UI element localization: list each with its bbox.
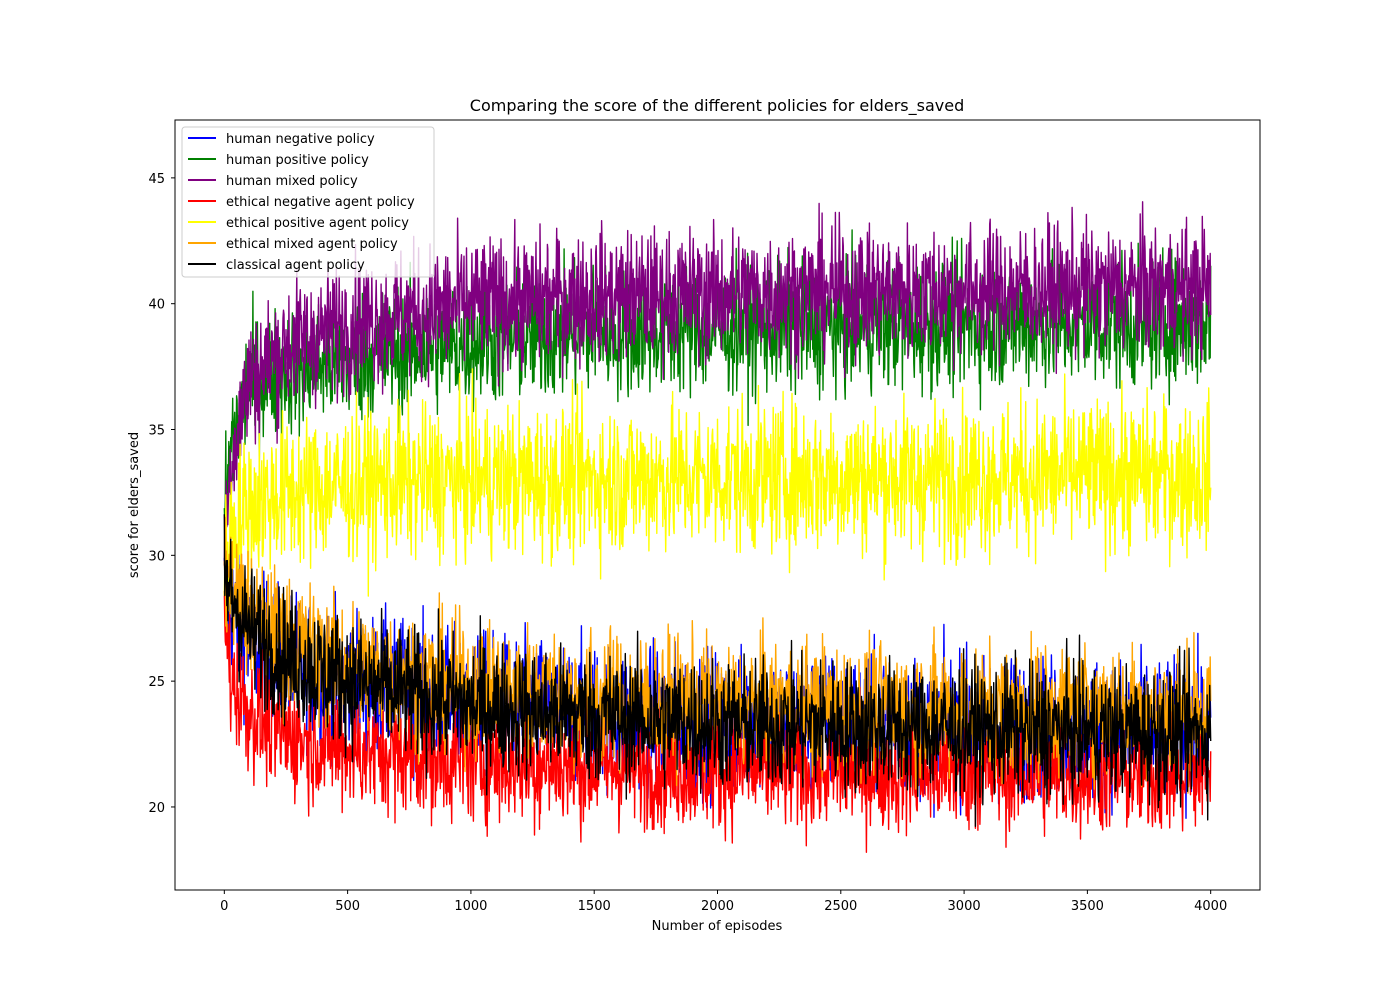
legend: human negative policy human positive poli… xyxy=(181,126,435,278)
legend-label: ethical negative agent policy xyxy=(226,195,415,210)
x-tick-label: 2500 xyxy=(824,899,857,914)
x-tick-label: 500 xyxy=(335,899,360,914)
legend-box xyxy=(181,126,435,278)
legend-label: ethical mixed agent policy xyxy=(226,237,398,252)
y-axis: 20 25 30 35 40 45 xyxy=(148,172,175,816)
x-tick-label: 1500 xyxy=(578,899,611,914)
series-layer xyxy=(223,201,1212,853)
y-tick-label: 40 xyxy=(148,298,165,313)
y-tick-label: 25 xyxy=(148,675,165,690)
series-line-6 xyxy=(223,514,1212,827)
series-line-2 xyxy=(223,201,1212,568)
x-tick-label: 3500 xyxy=(1071,899,1104,914)
y-tick-label: 45 xyxy=(148,172,165,187)
y-tick-label: 35 xyxy=(148,424,165,439)
legend-label: ethical positive agent policy xyxy=(226,216,409,231)
x-tick-label: 3000 xyxy=(948,899,981,914)
y-axis-label: score for elders_saved xyxy=(127,432,142,578)
x-tick-label: 4000 xyxy=(1194,899,1227,914)
legend-label: human positive policy xyxy=(226,153,369,168)
x-tick-label: 0 xyxy=(220,899,228,914)
legend-label: classical agent policy xyxy=(226,258,365,273)
y-tick-label: 20 xyxy=(148,801,165,816)
x-axis: 0 500 1000 1500 2000 2500 3000 3500 4000 xyxy=(220,890,1227,914)
legend-label: human negative policy xyxy=(226,132,375,147)
y-tick-label: 30 xyxy=(148,549,165,564)
chart-title: Comparing the score of the different pol… xyxy=(470,96,964,116)
legend-label: human mixed policy xyxy=(226,174,358,189)
x-tick-label: 2000 xyxy=(701,899,734,914)
x-tick-label: 1000 xyxy=(454,899,487,914)
series-line-4 xyxy=(223,368,1212,612)
x-axis-label: Number of episodes xyxy=(652,919,783,934)
